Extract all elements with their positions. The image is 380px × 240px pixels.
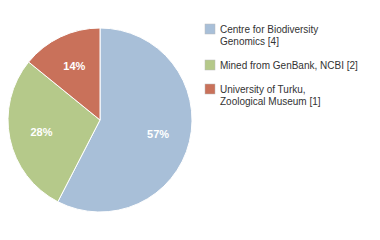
legend-swatch <box>205 84 215 94</box>
slice <box>29 28 100 120</box>
slice-label: 28% <box>30 126 52 138</box>
legend-label: Centre for BiodiversityGenomics [4] <box>220 24 318 47</box>
legend-label: University of Turku,Zoological Museum [1… <box>220 84 321 107</box>
slice-label: 14% <box>63 60 85 72</box>
slices <box>8 28 192 212</box>
slice-labels: 57% 28% 14% <box>30 60 169 140</box>
legend: Centre for BiodiversityGenomics [4] Mined… <box>205 24 358 107</box>
slice-label: 57% <box>147 128 169 140</box>
legend-label: Mined from GenBank, NCBI [2] <box>220 60 358 71</box>
chart: 57% 28% 14% Centre for BiodiversityGenomics… <box>0 0 380 240</box>
chart-container: 57% 28% 14% Centre for BiodiversityGenomics… <box>0 0 380 240</box>
legend-swatch <box>205 24 215 34</box>
legend-swatch <box>205 60 215 70</box>
